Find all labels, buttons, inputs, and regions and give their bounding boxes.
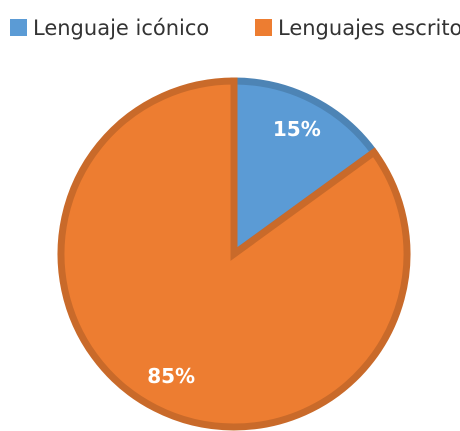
data-label: 15% [273, 117, 321, 141]
legend-swatch [10, 19, 27, 36]
pie-slice [230, 77, 379, 261]
pie-slice [57, 77, 411, 431]
legend-swatch [255, 19, 272, 36]
legend-label: Lenguaje icónico [33, 16, 209, 40]
data-label: 85% [147, 364, 195, 388]
legend-label: Lenguajes escrito [278, 16, 460, 40]
